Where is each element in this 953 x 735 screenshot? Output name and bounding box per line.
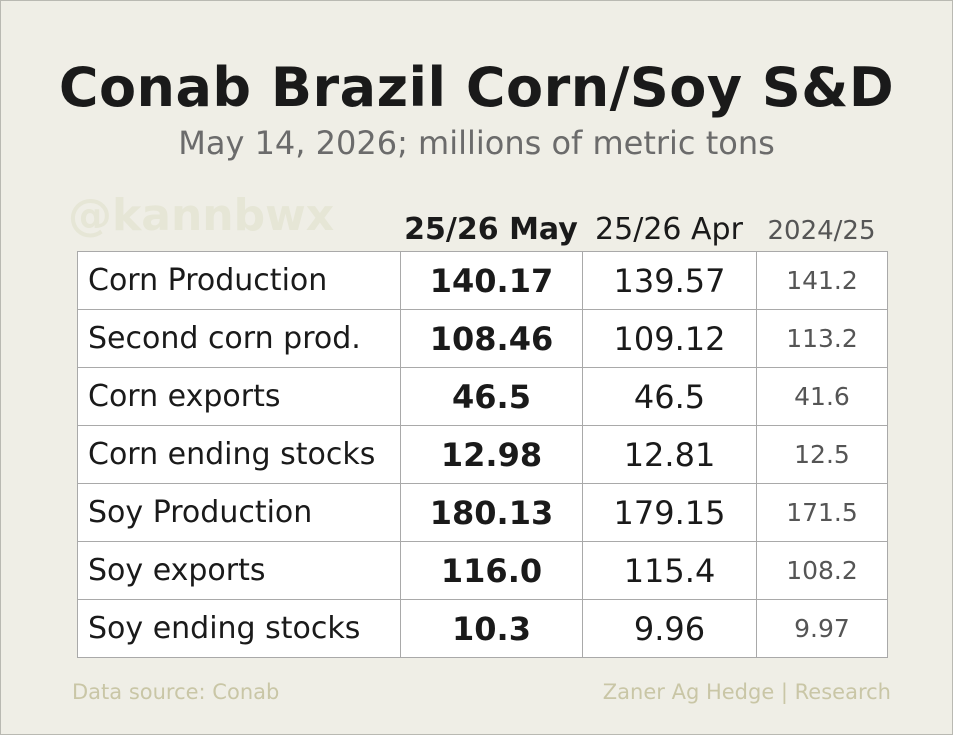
cell-may: 10.3 bbox=[400, 599, 583, 658]
cell-may: 46.5 bbox=[400, 367, 583, 426]
cell-apr: 115.4 bbox=[582, 541, 757, 600]
cell-may: 116.0 bbox=[400, 541, 583, 600]
credit-note: Zaner Ag Hedge | Research bbox=[602, 680, 891, 704]
cell-may: 108.46 bbox=[400, 309, 583, 368]
table-row: Corn exports 46.5 46.5 41.6 bbox=[77, 367, 888, 426]
column-header-apr: 25/26 Apr bbox=[595, 212, 743, 247]
chart-subtitle: May 14, 2026; millions of metric tons bbox=[178, 124, 775, 162]
row-label: Corn Production bbox=[77, 251, 401, 310]
row-label: Soy exports bbox=[77, 541, 401, 600]
cell-apr: 109.12 bbox=[582, 309, 757, 368]
row-label: Soy ending stocks bbox=[77, 599, 401, 658]
table-row: Corn ending stocks 12.98 12.81 12.5 bbox=[77, 425, 888, 484]
cell-prev-year: 9.97 bbox=[756, 599, 888, 658]
chart-title: Conab Brazil Corn/Soy S&D bbox=[58, 56, 895, 119]
sd-table: Corn Production 140.17 139.57 141.2 Seco… bbox=[77, 251, 888, 658]
cell-apr: 9.96 bbox=[582, 599, 757, 658]
cell-apr: 46.5 bbox=[582, 367, 757, 426]
row-label: Second corn prod. bbox=[77, 309, 401, 368]
cell-may: 180.13 bbox=[400, 483, 583, 542]
table-row: Second corn prod. 108.46 109.12 113.2 bbox=[77, 309, 888, 368]
table-row: Corn Production 140.17 139.57 141.2 bbox=[77, 251, 888, 310]
cell-prev-year: 12.5 bbox=[756, 425, 888, 484]
table-row: Soy ending stocks 10.3 9.96 9.97 bbox=[77, 599, 888, 658]
row-label: Corn exports bbox=[77, 367, 401, 426]
cell-apr: 12.81 bbox=[582, 425, 757, 484]
cell-prev-year: 108.2 bbox=[756, 541, 888, 600]
column-header-prev-year: 2024/25 bbox=[767, 216, 876, 246]
cell-prev-year: 141.2 bbox=[756, 251, 888, 310]
cell-prev-year: 41.6 bbox=[756, 367, 888, 426]
data-source-note: Data source: Conab bbox=[72, 680, 280, 704]
cell-may: 140.17 bbox=[400, 251, 583, 310]
cell-apr: 179.15 bbox=[582, 483, 757, 542]
cell-prev-year: 113.2 bbox=[756, 309, 888, 368]
table-row: Soy Production 180.13 179.15 171.5 bbox=[77, 483, 888, 542]
row-label: Soy Production bbox=[77, 483, 401, 542]
cell-may: 12.98 bbox=[400, 425, 583, 484]
watermark: @kannbwx bbox=[68, 190, 335, 241]
cell-prev-year: 171.5 bbox=[756, 483, 888, 542]
table-row: Soy exports 116.0 115.4 108.2 bbox=[77, 541, 888, 600]
cell-apr: 139.57 bbox=[582, 251, 757, 310]
row-label: Corn ending stocks bbox=[77, 425, 401, 484]
column-header-may: 25/26 May bbox=[404, 212, 578, 247]
